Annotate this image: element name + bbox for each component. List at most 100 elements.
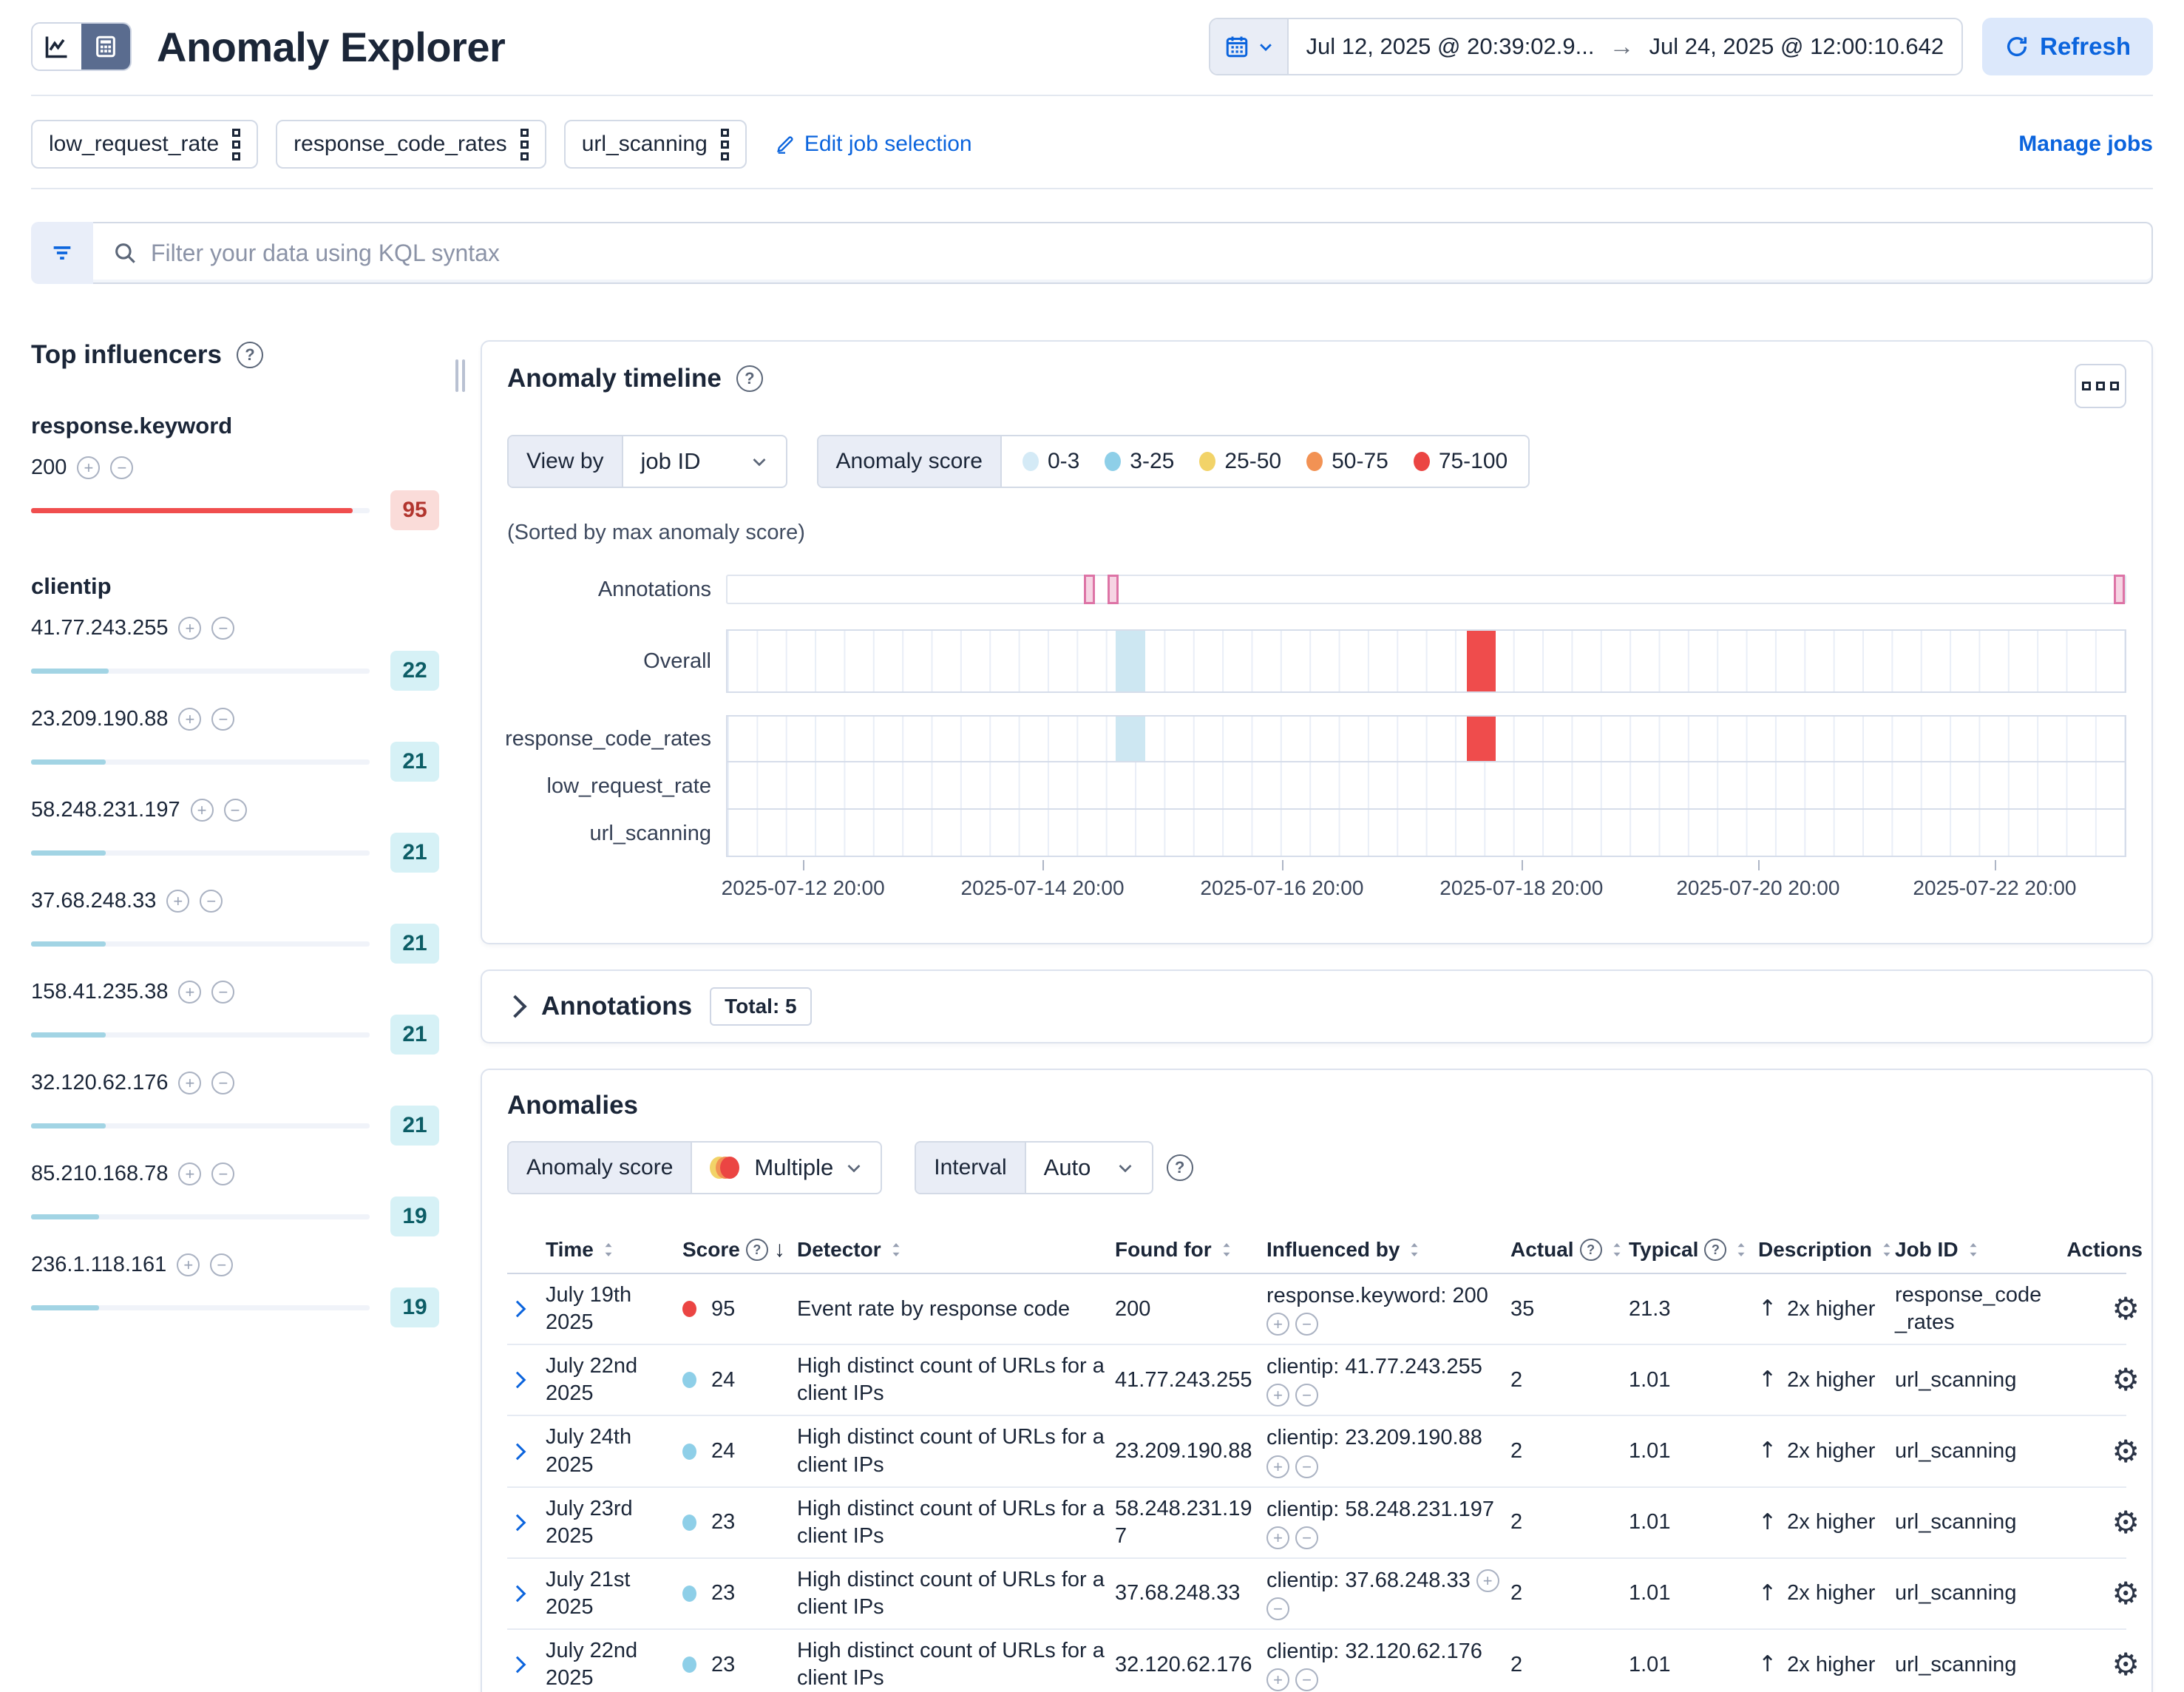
chevron-right-icon[interactable] <box>503 995 527 1018</box>
add-filter-icon[interactable]: + <box>178 981 202 1004</box>
help-icon[interactable]: ? <box>745 1239 768 1261</box>
sort-desc-icon[interactable]: ↓ <box>773 1237 785 1262</box>
sort-arrows-icon[interactable] <box>1732 1241 1750 1259</box>
date-range-end[interactable]: Jul 24, 2025 @ 12:00:10.642 <box>1649 33 1944 59</box>
expand-row-chevron-icon[interactable] <box>509 1514 526 1532</box>
sort-arrows-icon[interactable] <box>1608 1241 1626 1259</box>
add-filter-icon[interactable]: + <box>1266 1384 1289 1407</box>
legend-item[interactable]: 75-100 <box>1413 449 1508 474</box>
manage-jobs-link[interactable]: Manage jobs <box>2018 132 2153 156</box>
remove-filter-icon[interactable]: − <box>1295 1526 1318 1549</box>
gear-icon[interactable]: ⚙ <box>2112 1503 2140 1540</box>
add-filter-icon[interactable]: + <box>177 1253 200 1276</box>
legend-item[interactable]: 25-50 <box>1199 449 1281 474</box>
column-header-description[interactable]: Description <box>1758 1228 1895 1272</box>
column-header-detector[interactable]: Detector <box>797 1228 1115 1272</box>
help-icon[interactable]: ? <box>736 365 763 392</box>
annotation-marker[interactable] <box>1083 575 1095 604</box>
date-range-start[interactable]: Jul 12, 2025 @ 20:39:02.9... <box>1306 33 1595 59</box>
job-badge-url_scanning[interactable]: url_scanning <box>563 120 747 169</box>
view-by-select[interactable]: job ID <box>623 436 786 487</box>
expand-row-chevron-icon[interactable] <box>509 1585 526 1603</box>
remove-filter-icon[interactable]: − <box>200 890 223 913</box>
refresh-button[interactable]: Refresh <box>1982 18 2153 75</box>
gear-icon[interactable]: ⚙ <box>2112 1646 2140 1683</box>
remove-filter-icon[interactable]: − <box>223 799 247 822</box>
remove-filter-icon[interactable]: − <box>110 456 134 479</box>
add-filter-icon[interactable]: + <box>1266 1455 1289 1478</box>
kebab-menu-icon[interactable] <box>720 128 729 160</box>
anomaly-cell[interactable] <box>1466 631 1496 691</box>
remove-filter-icon[interactable]: − <box>1295 1455 1318 1478</box>
help-icon[interactable]: ? <box>1704 1239 1727 1261</box>
add-filter-icon[interactable]: + <box>1476 1569 1499 1592</box>
help-icon[interactable]: ? <box>237 342 263 368</box>
column-header-found-for[interactable]: Found for <box>1115 1228 1266 1272</box>
column-header-score[interactable]: Score? ↓ <box>682 1227 797 1273</box>
add-filter-icon[interactable]: + <box>190 799 214 822</box>
kebab-menu-icon[interactable] <box>520 128 529 160</box>
legend-item[interactable]: 0-3 <box>1022 449 1079 474</box>
anomaly-cell[interactable] <box>1116 717 1145 761</box>
add-filter-icon[interactable]: + <box>77 456 101 479</box>
add-filter-icon[interactable]: + <box>178 708 202 731</box>
date-range-picker[interactable]: Jul 12, 2025 @ 20:39:02.9... → Jul 24, 2… <box>1208 18 1964 75</box>
chart-view-toggle-button[interactable] <box>33 24 81 70</box>
timeline-options-button[interactable] <box>2075 364 2126 408</box>
help-icon[interactable]: ? <box>1579 1239 1602 1261</box>
add-filter-icon[interactable]: + <box>178 617 202 640</box>
expand-row-chevron-icon[interactable] <box>509 1300 526 1318</box>
column-header-job-id[interactable]: Job ID <box>1895 1228 2061 1272</box>
expand-row-chevron-icon[interactable] <box>509 1443 526 1460</box>
kebab-menu-icon[interactable] <box>232 128 241 160</box>
legend-item[interactable]: 3-25 <box>1105 449 1174 474</box>
annotation-marker[interactable] <box>2113 575 2125 604</box>
swimlane-cells[interactable] <box>726 762 2126 810</box>
column-header-actual[interactable]: Actual? <box>1510 1228 1629 1272</box>
remove-filter-icon[interactable]: − <box>211 1072 235 1094</box>
gear-icon[interactable]: ⚙ <box>2112 1290 2140 1327</box>
add-filter-icon[interactable]: + <box>1266 1313 1289 1336</box>
add-filter-icon[interactable]: + <box>178 1163 202 1185</box>
swimlane-cells[interactable] <box>726 715 2126 762</box>
sort-arrows-icon[interactable] <box>1405 1241 1423 1259</box>
add-filter-icon[interactable]: + <box>1266 1668 1289 1692</box>
anomaly-score-filter-select[interactable]: Multiple <box>692 1143 881 1193</box>
job-badge-response_code_rates[interactable]: response_code_rates <box>276 120 546 169</box>
anomaly-cell[interactable] <box>1116 631 1145 691</box>
remove-filter-icon[interactable]: − <box>210 1253 234 1276</box>
add-filter-icon[interactable]: + <box>1266 1526 1289 1549</box>
expand-row-chevron-icon[interactable] <box>509 1372 526 1389</box>
gear-icon[interactable]: ⚙ <box>2112 1574 2140 1611</box>
column-header-typical[interactable]: Typical? <box>1629 1228 1758 1272</box>
panel-resize-handle[interactable] <box>455 359 465 392</box>
sort-arrows-icon[interactable] <box>887 1241 905 1259</box>
job-badge-low_request_rate[interactable]: low_request_rate <box>31 120 259 169</box>
sort-arrows-icon[interactable] <box>1878 1241 1896 1259</box>
filter-toggle-button[interactable] <box>31 222 93 284</box>
annotations-bar[interactable] <box>726 575 2126 604</box>
add-filter-icon[interactable]: + <box>178 1072 202 1094</box>
remove-filter-icon[interactable]: − <box>1266 1597 1289 1621</box>
sort-arrows-icon[interactable] <box>1964 1241 1982 1259</box>
remove-filter-icon[interactable]: − <box>1295 1313 1318 1336</box>
swimlane-cells[interactable] <box>726 629 2126 693</box>
add-filter-icon[interactable]: + <box>166 890 190 913</box>
remove-filter-icon[interactable]: − <box>211 617 235 640</box>
sort-arrows-icon[interactable] <box>600 1241 617 1259</box>
kql-search-input[interactable]: Filter your data using KQL syntax <box>93 222 2153 284</box>
gear-icon[interactable]: ⚙ <box>2112 1432 2140 1469</box>
expand-row-chevron-icon[interactable] <box>509 1656 526 1674</box>
column-header-time[interactable]: Time <box>546 1228 682 1272</box>
legend-item[interactable]: 50-75 <box>1306 449 1388 474</box>
sort-arrows-icon[interactable] <box>1218 1241 1235 1259</box>
table-view-toggle-button[interactable] <box>81 24 130 70</box>
column-header-influenced-by[interactable]: Influenced by <box>1266 1228 1510 1272</box>
remove-filter-icon[interactable]: − <box>211 1163 235 1185</box>
help-icon[interactable]: ? <box>1166 1154 1193 1181</box>
remove-filter-icon[interactable]: − <box>211 981 235 1004</box>
swimlane-cells[interactable] <box>726 810 2126 857</box>
annotation-marker[interactable] <box>1108 575 1119 604</box>
edit-job-selection-link[interactable]: Edit job selection <box>775 132 972 157</box>
interval-select[interactable]: Auto <box>1026 1143 1152 1193</box>
